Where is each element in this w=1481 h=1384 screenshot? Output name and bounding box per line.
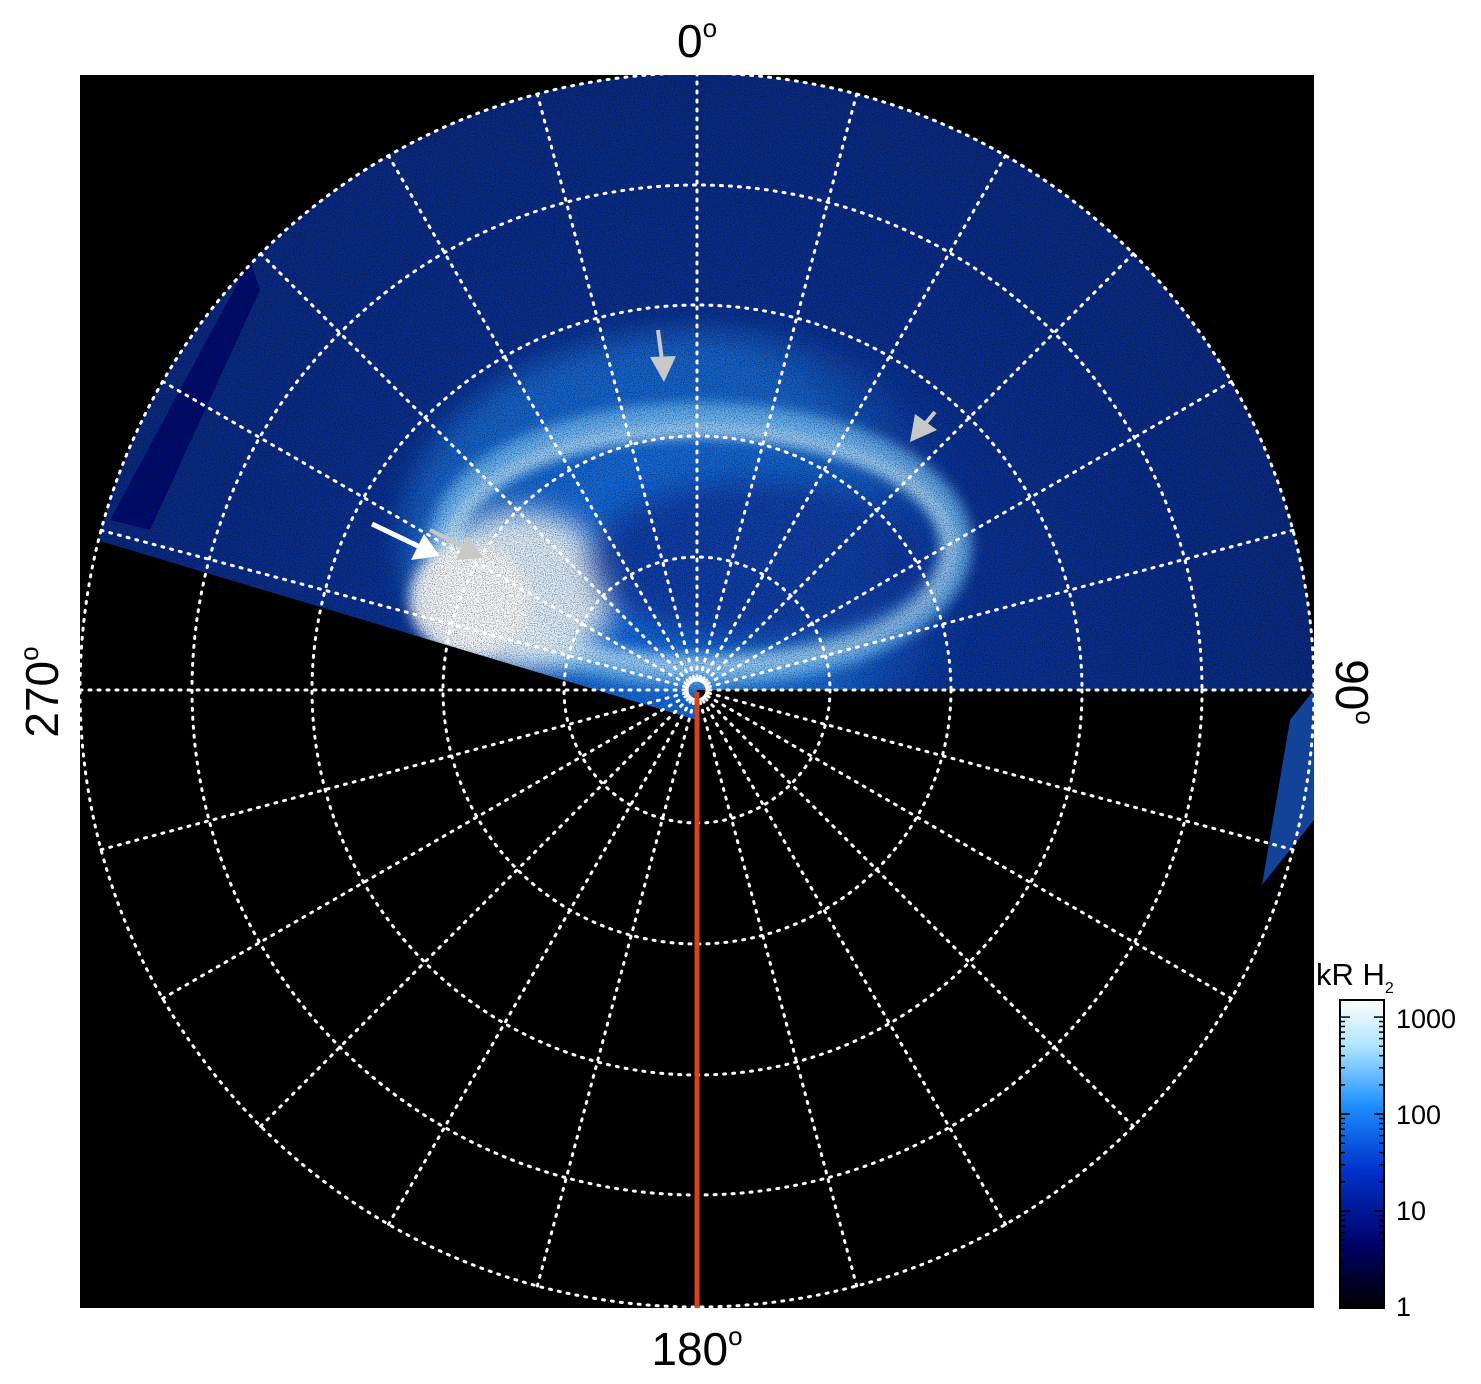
grid-meridian (259, 252, 691, 684)
colorbar-tick-1000: 1000 (1396, 1004, 1456, 1034)
grid-meridian (387, 154, 693, 682)
colorbar: kR H2 1000 100 10 1 (1316, 957, 1456, 1322)
grid-meridian (707, 691, 1295, 852)
grid-meridian (161, 694, 689, 1000)
grid-meridian (535, 700, 696, 1288)
grid-meridian (698, 700, 859, 1288)
grid-meridian (99, 528, 687, 689)
colorbar-tick-1: 1 (1396, 1292, 1411, 1322)
polar-grid (78, 71, 1316, 1309)
grid-meridian (161, 380, 689, 686)
label-top: 0o (677, 13, 717, 67)
colorbar-gradient (1339, 999, 1385, 1309)
arrow-icon-grey (429, 329, 937, 560)
colorbar-tick-10: 10 (1396, 1196, 1426, 1226)
grid-meridian (707, 528, 1295, 689)
grid-meridian (703, 252, 1135, 684)
label-left: 270o (14, 646, 68, 737)
grid-meridian (535, 92, 696, 680)
label-right: 90o (1326, 659, 1380, 725)
grid-meridian (703, 696, 1135, 1128)
colorbar-tick-100: 100 (1396, 1100, 1441, 1130)
grid-meridian (701, 154, 1007, 682)
grid-meridian (387, 698, 693, 1226)
grid-meridian (701, 698, 1007, 1226)
colorbar-title: kR H2 (1316, 957, 1394, 997)
arrow-icon-white (370, 521, 440, 560)
grid-meridian (698, 92, 859, 680)
grid-meridian (99, 691, 687, 852)
grid-meridian (259, 696, 691, 1128)
grid-meridian (705, 380, 1233, 686)
label-bottom: 180o (651, 1321, 742, 1375)
grid-meridian (705, 694, 1233, 1000)
